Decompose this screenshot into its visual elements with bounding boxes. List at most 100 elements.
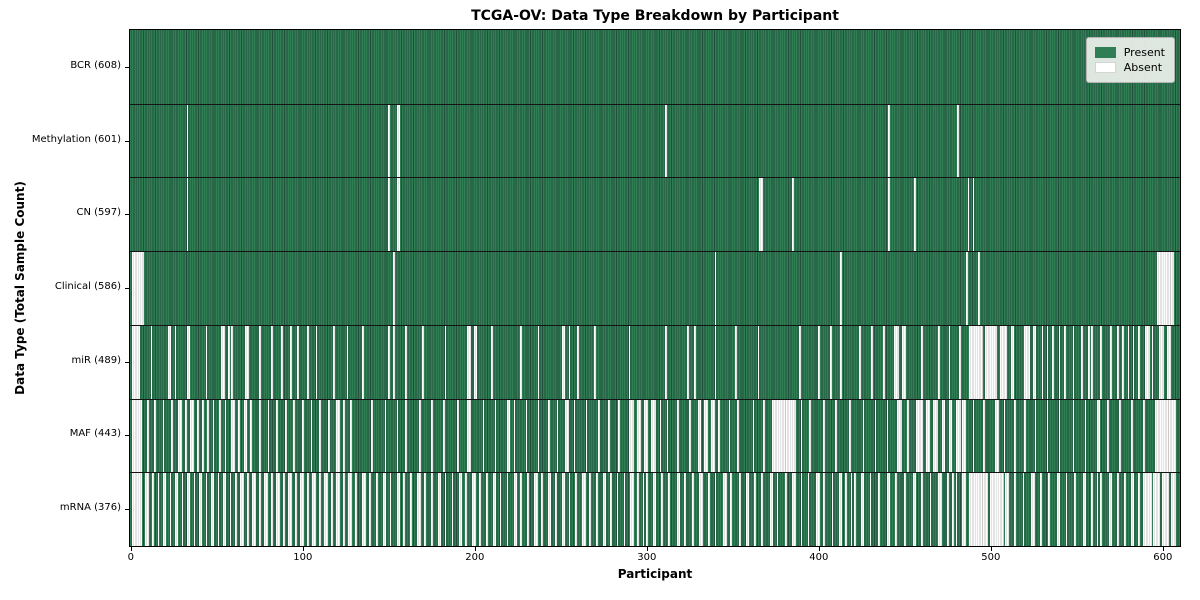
x-tick-mark — [130, 547, 132, 551]
absent-stripe — [1122, 324, 1125, 399]
absent-stripe — [728, 398, 731, 473]
absent-stripe — [972, 398, 975, 473]
absent-stripe — [281, 324, 284, 399]
absent-stripe — [823, 472, 825, 546]
absent-stripe — [1161, 472, 1169, 546]
absent-stripe — [704, 398, 708, 473]
absent-stripe — [893, 324, 899, 399]
absent-stripe — [860, 472, 865, 546]
absent-stripe — [451, 472, 454, 546]
absent-stripe — [238, 398, 241, 473]
absent-stripe — [835, 398, 837, 473]
absent-stripe — [252, 472, 256, 546]
absent-stripe — [921, 472, 923, 546]
absent-stripe — [389, 472, 392, 546]
x-tick-label: 500 — [981, 552, 1001, 563]
absent-stripe — [683, 472, 686, 546]
absent-stripe — [240, 472, 244, 546]
absent-stripe — [776, 472, 779, 546]
absent-stripe — [370, 398, 373, 473]
absent-stripe — [1081, 324, 1083, 399]
absent-stripe — [246, 472, 249, 546]
absent-stripe — [307, 324, 309, 399]
absent-stripe — [307, 472, 309, 546]
absent-stripe — [699, 472, 703, 546]
absent-stripe — [228, 324, 230, 399]
absent-stripe — [1051, 324, 1054, 399]
absent-stripe — [346, 324, 349, 399]
absent-stripe — [955, 472, 958, 546]
absent-stripe — [902, 324, 906, 399]
absent-stripe — [1108, 472, 1113, 546]
absent-stripe — [243, 398, 247, 473]
x-tick-mark — [1162, 547, 1164, 551]
absent-stripe — [332, 324, 335, 399]
absent-stripe — [258, 324, 261, 399]
absent-stripe — [222, 472, 227, 546]
absent-stripe — [967, 177, 970, 252]
absent-stripe — [817, 324, 820, 399]
absent-stripe — [938, 472, 942, 546]
row-separator — [130, 251, 1180, 253]
absent-stripe — [1058, 398, 1061, 473]
y-tick-label: MAF (443) — [69, 428, 121, 440]
absent-stripe — [343, 398, 345, 473]
absent-stripe — [231, 398, 235, 473]
absent-stripe — [800, 398, 803, 473]
absent-stripe — [1000, 324, 1008, 399]
x-tick-mark — [646, 547, 648, 551]
absent-stripe — [276, 472, 280, 546]
y-tick-label: CN (597) — [76, 207, 121, 219]
absent-stripe — [131, 398, 143, 473]
legend-item-present: Present — [1094, 46, 1165, 59]
absent-stripe — [792, 177, 794, 252]
y-tick-label: miR (489) — [71, 354, 121, 366]
absent-stripe — [396, 103, 401, 178]
absent-stripe — [162, 472, 167, 546]
chart-title: TCGA-OV: Data Type Breakdown by Particip… — [471, 8, 839, 24]
absent-stripe — [205, 324, 208, 399]
absent-stripe — [1072, 324, 1075, 399]
absent-stripe — [830, 324, 832, 399]
absent-stripe — [467, 324, 471, 399]
absent-stripe — [1170, 472, 1176, 546]
absent-stripe — [1082, 472, 1087, 546]
absent-stripe — [289, 324, 292, 399]
absent-stripe — [845, 472, 848, 546]
heatmap-row-miR — [130, 324, 1180, 399]
absent-stripe — [1074, 472, 1076, 546]
absent-stripe — [878, 472, 880, 546]
absent-stripe — [186, 103, 189, 178]
absent-stripe — [520, 472, 523, 546]
absent-stripe — [883, 324, 886, 399]
absent-stripe — [547, 472, 552, 546]
absent-stripe — [1110, 324, 1113, 399]
y-tick-mark — [125, 288, 129, 289]
absent-stripe — [792, 472, 796, 546]
absent-stripe — [807, 472, 810, 546]
absent-stripe — [234, 472, 237, 546]
absent-stripe — [301, 398, 304, 473]
absent-stripe — [995, 398, 999, 473]
absent-stripe — [537, 398, 540, 473]
absent-stripe — [1137, 472, 1140, 546]
absent-stripe — [224, 398, 227, 473]
absent-stripe — [628, 398, 634, 473]
absent-stripe — [193, 472, 196, 546]
absent-stripe — [154, 398, 156, 473]
legend-label-absent: Absent — [1123, 61, 1163, 74]
absent-stripe — [609, 472, 612, 546]
absent-stripe — [387, 177, 390, 252]
absent-stripe — [871, 324, 873, 399]
absent-stripe — [186, 472, 191, 546]
absent-stripe — [1132, 324, 1135, 399]
y-tick-label: mRNA (376) — [59, 502, 121, 514]
absent-stripe — [676, 472, 681, 546]
legend: Present Absent — [1085, 37, 1175, 83]
absent-stripe — [284, 398, 287, 473]
absent-stripe — [343, 472, 345, 546]
absent-stripe — [186, 177, 189, 252]
absent-stripe — [1014, 398, 1016, 473]
absent-stripe — [955, 398, 961, 473]
absent-stripe — [1156, 251, 1174, 325]
